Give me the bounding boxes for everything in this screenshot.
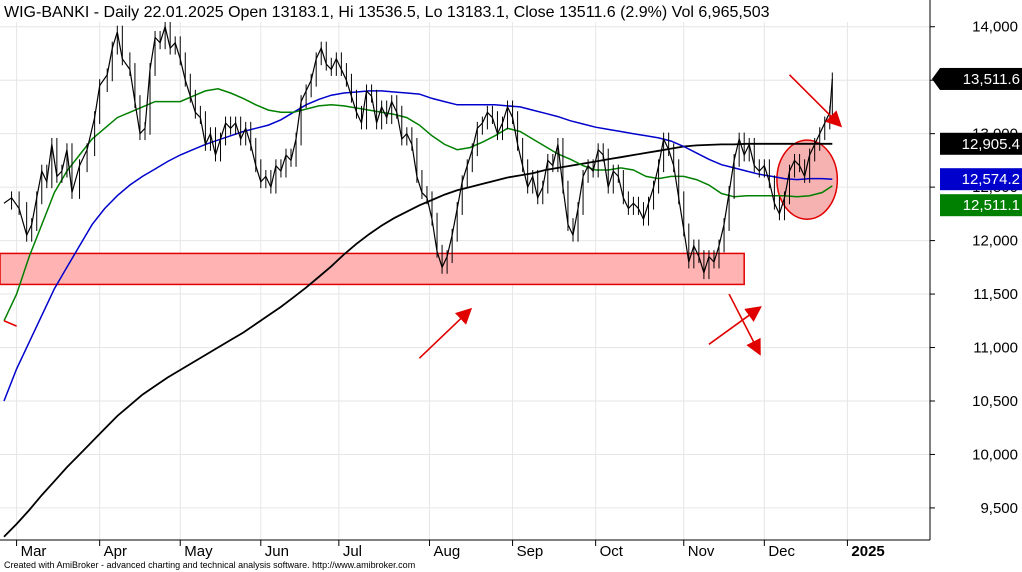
footer-credit: Created with AmiBroker - advanced charti…	[4, 560, 415, 570]
y-tick-label: 11,500	[973, 286, 1018, 303]
x-tick-label: 2025	[851, 543, 884, 560]
series-line-ma_short	[3, 88, 833, 322]
y-tick-label: 10,000	[972, 446, 1018, 463]
x-tick-label: Mar	[21, 543, 47, 560]
series-layer	[3, 88, 833, 538]
x-tick-label: Dec	[768, 543, 795, 560]
badge-box	[940, 168, 1022, 191]
annotation-arrow	[418, 307, 473, 359]
annotation-arrow	[3, 320, 17, 327]
x-tick-label: Oct	[600, 543, 624, 560]
price-layer	[3, 20, 833, 280]
price-line	[3, 24, 833, 275]
annotation-arrow	[788, 74, 843, 128]
y-tick-label: 9,500	[980, 500, 1018, 517]
series-line-ma_mid	[3, 90, 833, 402]
last-value-badges: 13,511.6 12,905.4 12,574.2 12,511.1	[932, 67, 1022, 217]
y-tick-label: 10,500	[972, 393, 1018, 410]
x-tick-label: May	[184, 543, 213, 560]
x-ticks: Mar Apr May Jun Jul Aug Sep Oct Nov Dec 2025	[16, 540, 885, 560]
badge-label: 12,511.1	[963, 197, 1020, 214]
x-tick-label: Aug	[433, 543, 460, 560]
badge-box	[940, 194, 1022, 217]
x-tick-label: Jun	[265, 543, 289, 560]
series-line-ma_long	[3, 142, 833, 538]
x-tick-label: Apr	[104, 543, 127, 560]
badge-box	[940, 67, 1022, 90]
x-tick-label: Nov	[688, 543, 715, 560]
badge-box	[940, 132, 1022, 155]
y-tick-label: 11,000	[973, 340, 1018, 357]
badge-label: 12,905.4	[962, 136, 1020, 153]
badge-pointer	[932, 67, 940, 90]
title-background	[0, 0, 928, 22]
annotation-layer	[0, 139, 839, 286]
annotation-arrow	[708, 306, 762, 345]
chart-title: WIG-BANKI - Daily 22.01.2025 Open 13183.…	[4, 4, 770, 21]
arrow-layer	[3, 74, 843, 359]
badge-label: 13,511.6	[963, 71, 1020, 88]
highlight-ellipse	[776, 139, 839, 220]
x-tick-label: Sep	[517, 543, 544, 560]
x-tick-label: Jul	[343, 543, 362, 560]
y-tick-label: 12,000	[972, 233, 1018, 250]
annotation-arrow	[728, 293, 761, 356]
support-zone-rect	[0, 252, 745, 286]
y-tick-label: 14,000	[972, 19, 1018, 36]
badge-label: 12,574.2	[962, 171, 1020, 188]
